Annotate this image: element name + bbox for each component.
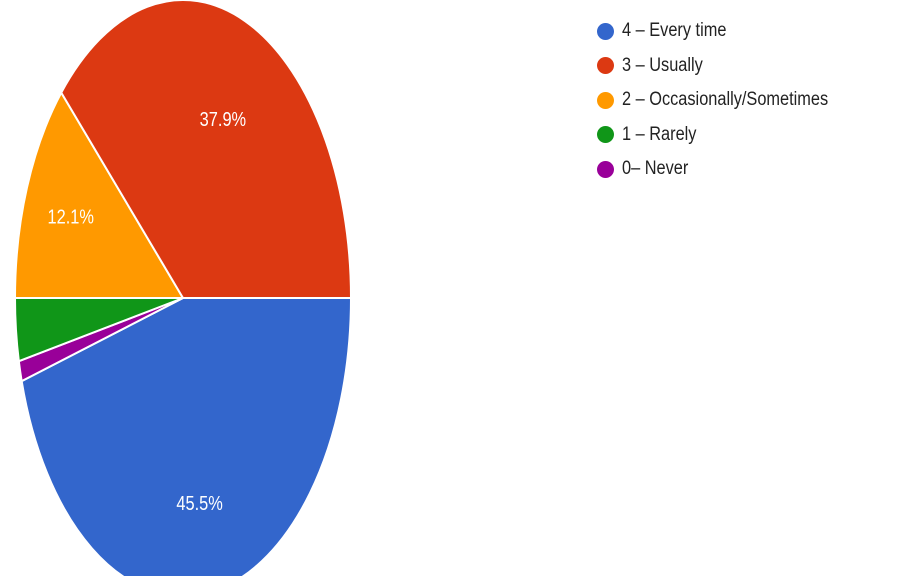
legend-item-every-time[interactable]: 4 – Every time <box>597 14 862 49</box>
slice-data-label: 45.5% <box>176 491 222 514</box>
legend-swatch <box>597 126 614 144</box>
slice-data-label: 12.1% <box>47 205 93 228</box>
legend-item-occasionally[interactable]: 2 – Occasionally/Sometimes <box>597 83 862 118</box>
pie-slice[interactable] <box>14 91 184 299</box>
legend-item-rarely[interactable]: 1 – Rarely <box>597 118 862 153</box>
legend-label: 2 – Occasionally/Sometimes <box>622 89 829 111</box>
legend-label: 3 – Usually <box>622 54 703 76</box>
legend-label: 1 – Rarely <box>622 123 697 145</box>
slice-data-label: 37.9% <box>200 108 246 131</box>
legend: 4 – Every time 3 – Usually 2 – Occasiona… <box>597 14 862 187</box>
legend-item-never[interactable]: 0– Never <box>597 152 862 187</box>
legend-label: 0– Never <box>622 158 689 180</box>
pie-slice[interactable] <box>20 297 352 576</box>
legend-swatch <box>597 91 614 109</box>
pie-slice[interactable] <box>60 0 352 299</box>
legend-item-usually[interactable]: 3 – Usually <box>597 49 862 84</box>
legend-swatch <box>597 57 614 75</box>
legend-label: 4 – Every time <box>622 20 727 42</box>
legend-swatch <box>597 160 614 178</box>
legend-swatch <box>597 22 614 40</box>
